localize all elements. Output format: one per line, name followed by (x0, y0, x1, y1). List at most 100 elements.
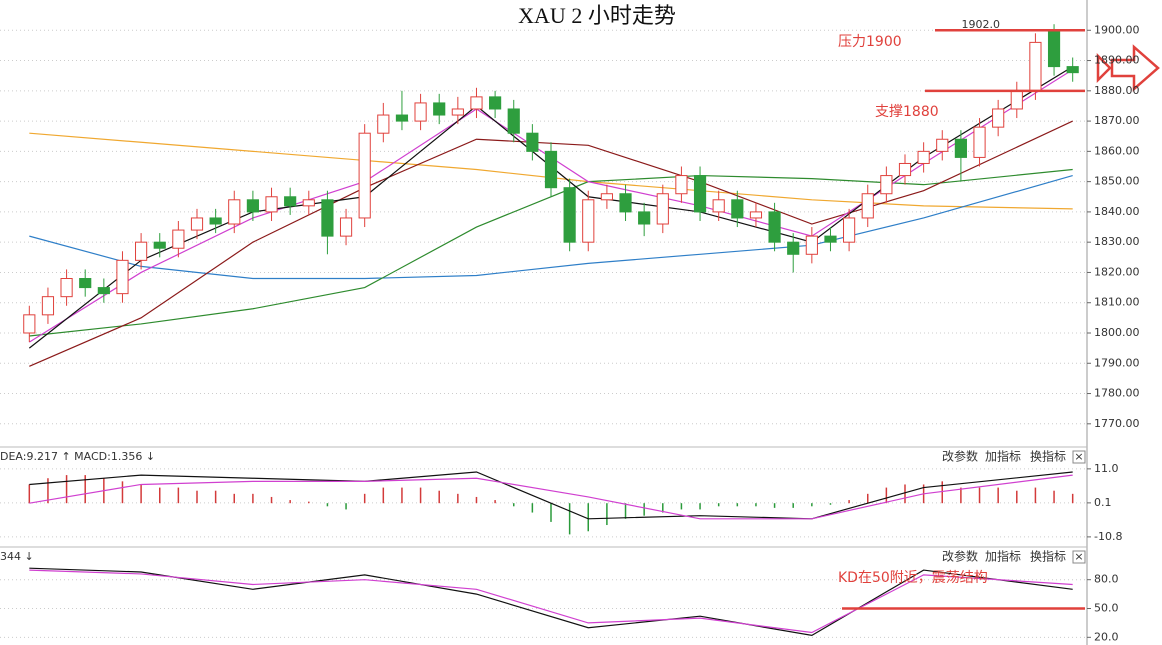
panel-header: 344 ↓ (0, 550, 34, 563)
candle-body (880, 175, 893, 195)
candle-body (41, 296, 55, 316)
button[interactable]: 换指标 (1030, 449, 1066, 464)
candle-body (768, 211, 781, 243)
candle-body (79, 278, 92, 289)
candle-body (749, 211, 763, 219)
candle-body (395, 114, 409, 122)
candle-body (675, 175, 688, 195)
candle-body (898, 162, 912, 177)
candle-body (265, 196, 278, 213)
candle-body (582, 199, 595, 243)
y-tick-label: 11.0 (1094, 462, 1119, 475)
annotation: 压力1900 (838, 34, 902, 50)
candle-body (843, 217, 856, 243)
indicator-line (29, 471, 1073, 520)
button[interactable]: 改参数 (942, 449, 978, 464)
arrow-icon (1110, 44, 1160, 92)
candle-body (228, 199, 241, 225)
candle-body (284, 196, 297, 207)
candle-body (190, 217, 204, 231)
candle-body (526, 132, 539, 152)
indicator-line (29, 175, 1073, 280)
candle-body (246, 199, 259, 213)
candle-body (1047, 29, 1061, 68)
annotation: KD在50附近，震荡结构 (838, 570, 988, 586)
candle-body (339, 217, 353, 237)
candle-body (153, 241, 166, 249)
y-tick-label: 0.1 (1094, 496, 1112, 509)
y-tick-label: 1770.00 (1094, 417, 1140, 430)
candle-body (97, 287, 110, 295)
candle-body (1010, 90, 1023, 110)
y-tick-label: 1810.00 (1094, 296, 1140, 309)
candle-body (992, 108, 1005, 128)
button[interactable]: 换指标 (1030, 549, 1066, 564)
candle-body (638, 211, 651, 225)
arrow-icon (1096, 52, 1112, 84)
candle-body (1029, 41, 1042, 92)
y-tick-label: -10.8 (1094, 530, 1122, 543)
candle-body (731, 199, 744, 219)
candle-body (600, 193, 613, 201)
y-tick-label: 50.0 (1094, 602, 1119, 615)
y-tick-label: 80.0 (1094, 573, 1119, 586)
y-tick-label: 1840.00 (1094, 205, 1140, 218)
candle-body (489, 96, 502, 110)
y-tick-label: 1780.00 (1094, 387, 1140, 400)
candle-body (805, 235, 818, 255)
candle-body (60, 278, 73, 298)
candle-body (302, 199, 315, 207)
annotation: 支撑1880 (875, 104, 939, 120)
candle-body (451, 108, 464, 116)
y-tick-label: 1820.00 (1094, 265, 1140, 278)
candle-body (1066, 66, 1079, 74)
panel-header: DEA:9.217 ↑ MACD:1.356 ↓ (0, 450, 155, 463)
candle-body (619, 193, 632, 213)
indicator-line (29, 569, 1073, 634)
candle-body (693, 175, 707, 213)
close-box[interactable] (1072, 450, 1086, 464)
candle-body (861, 193, 874, 219)
indicator-line (29, 474, 1073, 520)
close-button[interactable]: × (1074, 450, 1083, 463)
candle-body (787, 241, 800, 255)
candle-body (936, 138, 949, 152)
button[interactable]: 改参数 (942, 549, 978, 564)
candle-body (954, 138, 967, 158)
candle-body (470, 96, 483, 110)
candle-body (917, 150, 930, 164)
candle-body (172, 229, 185, 249)
y-tick-label: 20.0 (1094, 630, 1119, 643)
candle-body (377, 114, 390, 134)
y-tick-label: 1860.00 (1094, 144, 1140, 157)
candle-body (507, 108, 520, 134)
indicator-line (29, 168, 1073, 337)
y-tick-label: 1850.00 (1094, 175, 1140, 188)
button[interactable]: 加指标 (985, 449, 1021, 464)
candle-body (712, 199, 725, 213)
close-button[interactable]: × (1074, 550, 1083, 563)
price-label: 1902.0 (962, 18, 1001, 31)
y-tick-label: 1790.00 (1094, 356, 1140, 369)
y-tick-label: 1880.00 (1094, 84, 1140, 97)
chart-title: XAU 2 小时走势 (518, 3, 676, 28)
candle-body (116, 259, 129, 295)
y-tick-label: 1900.00 (1094, 23, 1140, 36)
candle-body (135, 241, 148, 261)
candle-body (358, 132, 371, 219)
candle-body (656, 193, 669, 225)
candle-body (544, 150, 558, 189)
candle-body (824, 235, 837, 243)
button[interactable]: 加指标 (985, 549, 1021, 564)
candle-body (973, 126, 986, 158)
y-tick-label: 1890.00 (1094, 54, 1140, 67)
candle-body (209, 217, 222, 225)
candle-body (433, 102, 446, 116)
y-tick-label: 1870.00 (1094, 114, 1140, 127)
y-tick-label: 1800.00 (1094, 326, 1140, 339)
candle-body (414, 102, 427, 122)
close-box[interactable] (1072, 550, 1086, 564)
y-tick-label: 1830.00 (1094, 235, 1140, 248)
candle-body (23, 314, 36, 334)
